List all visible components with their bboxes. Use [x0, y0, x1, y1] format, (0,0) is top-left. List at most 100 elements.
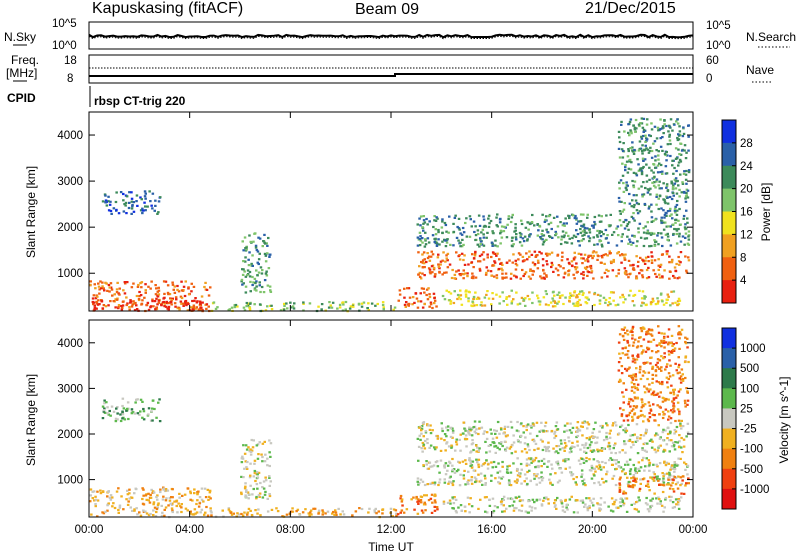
scatter-cell [335, 513, 338, 516]
scatter-cell [444, 449, 447, 452]
scatter-region [396, 493, 439, 516]
scatter-cell [672, 402, 675, 405]
scatter-cell [540, 429, 543, 432]
scatter-cell [522, 240, 526, 243]
scatter-cell [631, 360, 635, 363]
scatter-cell [658, 195, 662, 198]
scatter-cell [465, 438, 469, 441]
scatter-cell [136, 398, 139, 401]
scatter-cell [656, 475, 659, 478]
scatter-cell [152, 514, 155, 517]
scatter-cell [592, 226, 595, 229]
scatter-cell [110, 405, 114, 408]
scatter-cell [647, 266, 650, 269]
scatter-cell [650, 210, 653, 213]
scatter-cell [242, 306, 246, 309]
scatter-cell [582, 238, 585, 241]
scatter-cell [547, 450, 551, 453]
scatter-cell [227, 507, 231, 510]
scatter-cell [541, 264, 545, 267]
scatter-cell [470, 225, 473, 228]
scatter-cell [643, 385, 646, 388]
scatter-cell [552, 270, 555, 273]
scatter-cell [171, 496, 174, 499]
scatter-cell [243, 511, 246, 514]
scatter-cell [682, 172, 686, 175]
scatter-cell [433, 448, 437, 451]
scatter-cell [252, 240, 255, 243]
scatter-cell [264, 479, 268, 482]
scatter-cell [128, 492, 131, 495]
scatter-cell [472, 266, 475, 269]
scatter-cell [629, 472, 632, 476]
scatter-cell [683, 170, 686, 173]
scatter-cell [631, 378, 635, 381]
scatter-cell [563, 234, 566, 237]
scatter-cell [421, 306, 425, 309]
scatter-region [89, 486, 213, 519]
scatter-cell [429, 444, 433, 447]
freq-frame [88, 54, 694, 84]
scatter-cell [499, 262, 502, 265]
scatter-cell [669, 304, 672, 307]
scatter-cell [547, 498, 550, 501]
scatter-cell [665, 376, 669, 379]
scatter-cell [639, 437, 642, 440]
colorbar-swatch [722, 211, 736, 235]
scatter-cell [413, 301, 416, 304]
scatter-cell [662, 182, 665, 185]
scatter-cell [542, 241, 546, 244]
scatter-cell [250, 514, 254, 517]
scatter-cell [657, 184, 660, 187]
scatter-cell [600, 449, 604, 452]
scatter-cell [115, 407, 118, 410]
scatter-cell [528, 234, 531, 237]
scatter-cell [542, 429, 545, 432]
scatter-cell [416, 244, 420, 247]
scatter-cell [660, 369, 663, 372]
scatter-cell [93, 304, 96, 307]
scatter-cell [565, 458, 568, 461]
scatter-cell [678, 207, 681, 211]
scatter-cell [584, 484, 587, 487]
scatter-cell [659, 391, 662, 394]
scatter-cell [111, 505, 114, 508]
scatter-cell [636, 353, 640, 356]
scatter-cell [683, 144, 687, 147]
scatter-cell [678, 134, 681, 137]
scatter-cell [393, 306, 397, 309]
scatter-cell [675, 120, 678, 123]
scatter-cell [94, 287, 97, 290]
scatter-cell [661, 416, 665, 420]
scatter-cell [583, 229, 586, 232]
scatter-cell [144, 291, 147, 294]
scatter-cell [683, 149, 686, 152]
scatter-cell [399, 494, 403, 498]
scatter-cell [549, 473, 552, 476]
scatter-cell [583, 233, 586, 237]
scatter-cell [424, 239, 427, 242]
scatter-cell [651, 381, 654, 384]
scatter-cell [505, 446, 509, 449]
scatter-cell [438, 478, 442, 481]
scatter-cell [570, 431, 573, 434]
scatter-cell [677, 457, 680, 460]
scatter-cell [647, 207, 651, 210]
scatter-cell [261, 269, 264, 272]
scatter-cell [650, 156, 654, 159]
scatter-cell [489, 444, 492, 447]
scatter-cell [649, 476, 652, 479]
scatter-cell [676, 441, 679, 444]
scatter-cell [673, 466, 676, 469]
scatter-cell [666, 143, 670, 146]
scatter-cell [128, 201, 131, 204]
scatter-cell [266, 510, 270, 513]
scatter-cell [621, 149, 625, 153]
scatter-cell [669, 270, 672, 273]
scatter-cell [135, 294, 139, 298]
scatter-cell [583, 505, 586, 508]
scatter-cell [664, 221, 667, 224]
scatter-cell [660, 219, 663, 222]
scatter-cell [672, 290, 676, 293]
scatter-cell [628, 374, 631, 377]
